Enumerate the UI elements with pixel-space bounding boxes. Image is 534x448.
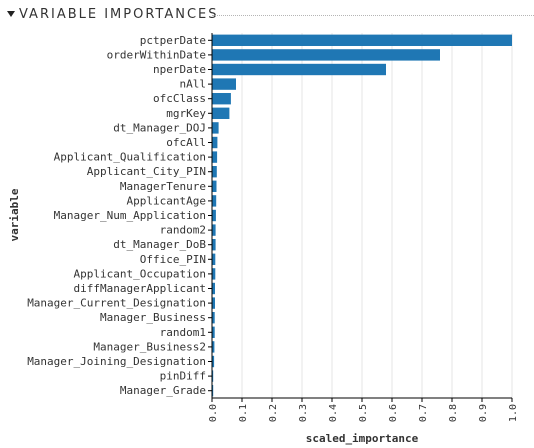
bar[interactable]	[212, 166, 217, 178]
bar[interactable]	[212, 107, 230, 119]
bar[interactable]	[212, 385, 214, 397]
y-tick-label: pinDiff	[160, 370, 206, 383]
y-tick-label: orderWithinDate	[107, 48, 206, 61]
bar[interactable]	[212, 93, 231, 105]
bar[interactable]	[212, 326, 215, 338]
bar[interactable]	[212, 209, 216, 222]
y-tick-label: Manager_Grade	[120, 384, 206, 397]
bar[interactable]	[212, 63, 386, 76]
bar[interactable]	[212, 312, 215, 324]
y-tick-label: nAll	[180, 78, 207, 91]
bar[interactable]	[212, 282, 215, 295]
y-tick-label: ofcClass	[153, 92, 206, 105]
y-tick-label: Office_PIN	[140, 253, 206, 266]
x-tick-label: 0.8	[448, 404, 459, 422]
x-tick-label: 0.7	[418, 404, 429, 422]
x-tick-label: 0.3	[298, 404, 309, 422]
y-tick-label: Manager_Business2	[93, 340, 206, 353]
bar[interactable]	[212, 136, 218, 149]
bar[interactable]	[212, 151, 218, 163]
bar[interactable]	[212, 224, 216, 236]
y-tick-label: Applicant_City_PIN	[87, 165, 206, 178]
collapse-triangle-icon[interactable]	[7, 11, 15, 17]
bar[interactable]	[212, 180, 217, 192]
y-tick-label: random2	[160, 224, 206, 237]
y-tick-label: pctperDate	[140, 34, 206, 47]
x-tick-label: 0.5	[358, 404, 369, 422]
bar[interactable]	[212, 355, 215, 368]
x-axis-title: scaled_importance	[306, 432, 419, 445]
x-tick-label: 0.1	[238, 404, 249, 422]
bar[interactable]	[212, 78, 236, 90]
bar[interactable]	[212, 49, 440, 61]
y-tick-label: Manager_Current_Designation	[27, 297, 206, 310]
y-tick-label: Manager_Joining_Designation	[27, 355, 206, 368]
y-tick-label: ManagerTenure	[120, 180, 206, 193]
section-title: VARIABLE IMPORTANCES	[19, 7, 219, 22]
y-tick-label: ApplicantAge	[127, 194, 206, 207]
x-tick-label: 0.2	[268, 404, 279, 422]
x-tick-label: 0.6	[388, 404, 399, 422]
header-divider	[212, 15, 534, 16]
bar[interactable]	[212, 297, 215, 309]
bar[interactable]	[212, 34, 512, 46]
x-tick-label: 0.0	[208, 404, 219, 422]
bar[interactable]	[212, 122, 219, 134]
bar[interactable]	[212, 253, 216, 265]
bar[interactable]	[212, 341, 215, 353]
x-tick-label: 0.4	[328, 404, 339, 422]
y-tick-label: ofcAll	[166, 136, 206, 149]
bar[interactable]	[212, 370, 214, 382]
y-tick-label: Applicant_Qualification	[54, 151, 206, 164]
bar[interactable]	[212, 195, 217, 207]
y-tick-label: mgrKey	[166, 107, 206, 120]
bar[interactable]	[212, 239, 216, 251]
x-tick-label: 0.9	[478, 404, 489, 422]
y-tick-label: Applicant_Occupation	[74, 267, 206, 280]
y-tick-label: Manager_Num_Application	[54, 209, 206, 222]
y-axis-title: variable	[8, 188, 21, 241]
y-tick-label: diffManagerApplicant	[74, 282, 206, 295]
y-tick-label: nperDate	[153, 63, 206, 76]
section-header[interactable]: VARIABLE IMPORTANCES	[0, 0, 534, 28]
y-tick-label: Manager_Business	[100, 311, 206, 324]
y-tick-label: random1	[160, 326, 206, 339]
x-tick-label: 1.0	[508, 404, 519, 422]
bar[interactable]	[212, 268, 216, 280]
y-tick-label: dt_Manager_DoB	[113, 238, 206, 251]
y-tick-label: dt_Manager_DOJ	[113, 121, 206, 134]
